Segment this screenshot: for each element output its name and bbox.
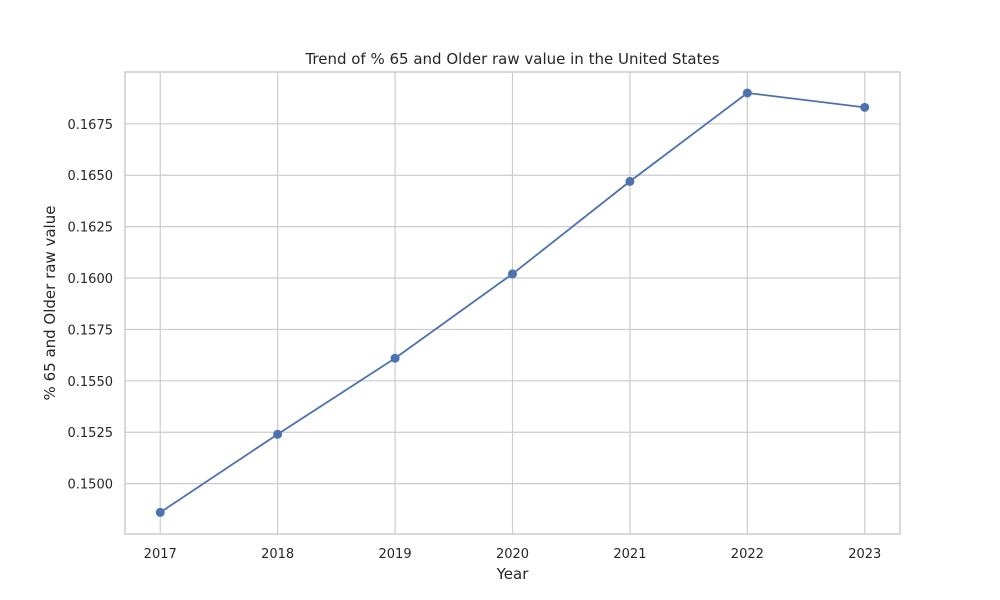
y-tick-label: 0.1575 (68, 323, 114, 338)
series-layer (155, 88, 870, 517)
y-tick-label: 0.1675 (68, 118, 114, 133)
data-point (860, 102, 870, 112)
y-tick-label: 0.1650 (68, 169, 114, 184)
grid (125, 72, 900, 534)
y-tick-label: 0.1500 (68, 478, 114, 493)
data-point (508, 269, 517, 279)
x-tick-label: 2020 (496, 547, 529, 562)
y-axis-label: % 65 and Older raw value (41, 206, 59, 401)
data-point (742, 88, 752, 98)
y-tick-label: 0.1625 (68, 221, 114, 236)
chart-title: Trend of % 65 and Older raw value in the… (304, 50, 719, 68)
data-point (625, 176, 635, 186)
y-tick-label: 0.1550 (68, 375, 114, 390)
x-tick-label: 2018 (261, 547, 294, 562)
data-point (155, 507, 165, 517)
x-axis-ticks: 2017 2018 2019 2020 2021 2022 2023 (144, 547, 882, 562)
x-tick-label: 2023 (848, 547, 881, 562)
y-tick-label: 0.1525 (68, 426, 114, 441)
data-point (390, 353, 400, 363)
x-tick-label: 2021 (613, 547, 646, 562)
y-axis-ticks: 0.1500 0.1525 0.1550 0.1575 0.1600 0.1625 0.16… (68, 118, 114, 493)
data-point (273, 429, 283, 439)
plot-frame (124, 71, 901, 535)
y-tick-label: 0.1600 (68, 272, 114, 287)
x-axis-label: Year (496, 565, 530, 583)
x-tick-label: 2022 (731, 547, 764, 562)
x-tick-label: 2017 (144, 547, 177, 562)
x-tick-label: 2019 (379, 547, 412, 562)
